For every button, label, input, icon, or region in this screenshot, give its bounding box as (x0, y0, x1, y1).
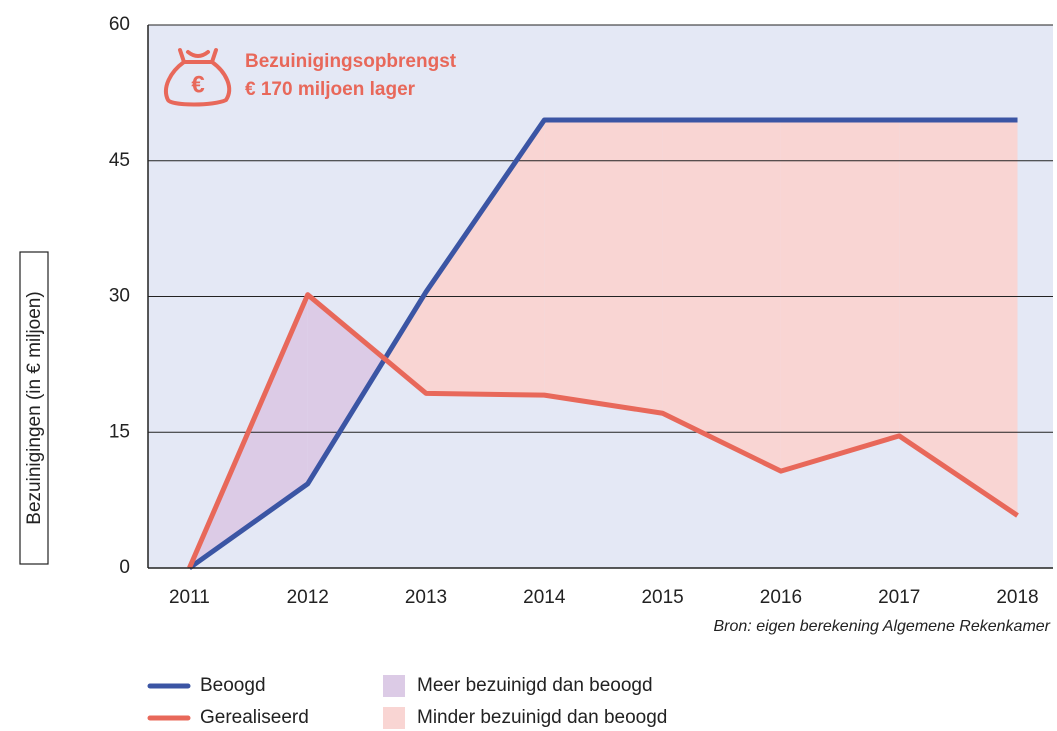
y-label-box (19, 251, 49, 565)
difference-area (662, 120, 781, 472)
line-layer (187, 117, 1019, 571)
fill-layer (189, 120, 1018, 568)
y-label-group: Bezuinigingen (in € miljoen) (19, 251, 49, 565)
y-tick-label: 30 (109, 286, 130, 307)
legend-swatch (383, 675, 405, 697)
difference-area (307, 294, 385, 484)
series-line (187, 117, 1018, 571)
difference-area (544, 120, 663, 414)
legend-label: Gerealiseerd (200, 707, 309, 728)
difference-area (780, 120, 900, 472)
x-tick-label: 2014 (523, 587, 566, 608)
x-tick-label: 2016 (760, 587, 802, 608)
icon-label: € (191, 71, 204, 98)
legend-swatch (383, 707, 405, 729)
difference-area (426, 120, 545, 396)
y-tick-label: 45 (109, 150, 130, 171)
x-tick-label: 2012 (287, 587, 329, 608)
legend: Beoogd Gerealiseerd Meer bezuinigd dan beo… (147, 675, 667, 729)
y-tick-label: 15 (109, 421, 130, 442)
legend-label: Meer bezuinigd dan beoogd (417, 675, 653, 696)
annotation-line: € 170 miljoen lager (245, 79, 416, 100)
x-tick-label: 2013 (405, 587, 447, 608)
x-tick-label: 2011 (169, 587, 210, 608)
x-tick-label: 2018 (996, 587, 1038, 608)
legend-label: Minder bezuinigd dan beoogd (417, 707, 667, 728)
y-tick-label: 60 (109, 14, 130, 35)
x-tick-label: 2017 (878, 587, 920, 608)
y-tick-label: 0 (119, 557, 130, 578)
y-axis-label: Bezuinigingen (in € miljoen) (24, 291, 45, 524)
purse-icon (164, 48, 232, 107)
legend-label: Beoogd (200, 675, 266, 696)
difference-area (899, 120, 1018, 516)
annotation-line: Bezuinigingsopbrengst (245, 51, 457, 72)
x-tick-label: 2015 (641, 587, 683, 608)
series-line (187, 292, 1019, 569)
difference-area (384, 291, 427, 394)
source: Bron: eigen berekening Algemene Rekenkam… (714, 618, 1051, 635)
